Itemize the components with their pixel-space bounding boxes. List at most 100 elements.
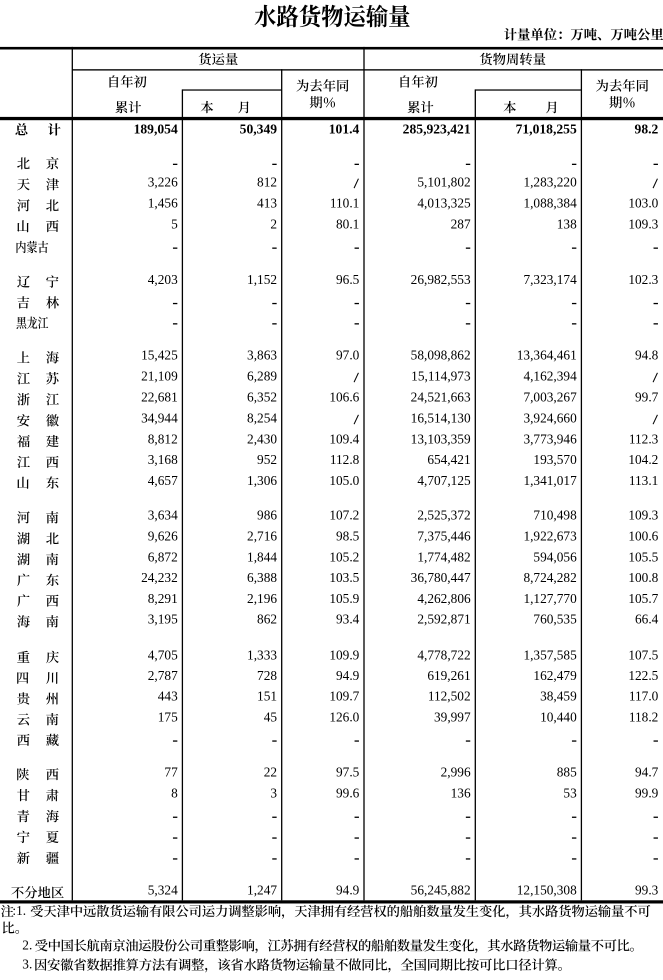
svg-text:104.2: 104.2 [628,452,658,467]
svg-text:3: 3 [270,785,277,800]
svg-text:5,324: 5,324 [148,883,178,898]
svg-text:8,812: 8,812 [148,431,178,446]
svg-text:77: 77 [164,764,178,779]
svg-text:107.2: 107.2 [329,508,359,523]
svg-text:34,944: 34,944 [141,411,178,426]
svg-text:6,352: 6,352 [247,389,277,404]
svg-text:13,364,461: 13,364,461 [517,348,577,363]
svg-text:26,982,553: 26,982,553 [411,272,471,287]
svg-text:4,657: 4,657 [148,473,178,488]
svg-text:1,247: 1,247 [247,883,277,898]
svg-text:2.: 2. [22,937,32,952]
svg-text:1,456: 1,456 [148,195,178,210]
svg-text:10,440: 10,440 [540,709,577,724]
svg-text:109.3: 109.3 [628,216,658,231]
svg-text:109.3: 109.3 [628,508,658,523]
svg-text:6,289: 6,289 [247,369,277,384]
svg-text:105.0: 105.0 [329,473,359,488]
svg-text:112.3: 112.3 [629,431,659,446]
svg-text:94.7: 94.7 [635,764,659,779]
svg-text:6,388: 6,388 [247,570,277,585]
svg-text:4,707,125: 4,707,125 [417,473,471,488]
svg-text:112.8: 112.8 [330,452,360,467]
svg-text:105.2: 105.2 [329,549,359,564]
svg-text:1,922,673: 1,922,673 [523,529,577,544]
svg-text:105.7: 105.7 [628,591,658,606]
svg-text:594,056: 594,056 [533,549,577,564]
svg-text:7,323,174: 7,323,174 [523,272,577,287]
svg-text:97.5: 97.5 [336,764,360,779]
svg-text:4,262,806: 4,262,806 [417,591,471,606]
svg-text:136: 136 [451,785,471,800]
svg-text:285,923,421: 285,923,421 [403,121,471,136]
svg-text:3,195: 3,195 [148,612,178,627]
svg-text:138: 138 [557,216,577,231]
svg-text:109.7: 109.7 [329,689,359,704]
svg-text:8,291: 8,291 [148,591,178,606]
svg-text:3,226: 3,226 [148,174,178,189]
svg-text:106.6: 106.6 [329,389,359,404]
svg-text:2,996: 2,996 [441,764,471,779]
svg-text:109.4: 109.4 [329,431,359,446]
svg-text:56,245,882: 56,245,882 [411,883,471,898]
svg-text:710,498: 710,498 [533,508,577,523]
svg-text:6,872: 6,872 [148,549,178,564]
svg-text:16,514,130: 16,514,130 [411,411,471,426]
svg-text:728: 728 [257,668,277,683]
svg-text:36,780,447: 36,780,447 [411,570,471,585]
svg-text:3,168: 3,168 [148,452,178,467]
svg-text:93.4: 93.4 [336,612,360,627]
svg-text:175: 175 [158,709,178,724]
svg-text:4,778,722: 4,778,722 [417,647,470,662]
svg-text:654,421: 654,421 [427,452,470,467]
svg-text:3,634: 3,634 [148,508,178,523]
svg-text:1,357,585: 1,357,585 [523,647,577,662]
svg-text:862: 862 [257,612,277,627]
svg-text:986: 986 [257,508,277,523]
svg-text:3,773,946: 3,773,946 [523,431,577,446]
svg-text:98.5: 98.5 [336,529,360,544]
svg-text:619,261: 619,261 [427,668,470,683]
svg-text:110.1: 110.1 [330,195,360,210]
svg-text:2,716: 2,716 [247,529,277,544]
svg-text:952: 952 [257,452,277,467]
svg-text:99.6: 99.6 [336,785,360,800]
svg-text:22,681: 22,681 [141,389,178,404]
svg-text:80.1: 80.1 [336,216,359,231]
svg-text:1,774,482: 1,774,482 [417,549,470,564]
svg-text:117.0: 117.0 [629,689,659,704]
svg-text:15,114,973: 15,114,973 [411,369,471,384]
svg-text:99.7: 99.7 [635,389,659,404]
svg-text:4,203: 4,203 [148,272,178,287]
svg-text:38,459: 38,459 [540,689,577,704]
svg-text:8: 8 [171,785,178,800]
svg-text:71,018,255: 71,018,255 [516,121,577,136]
svg-text:94.9: 94.9 [336,883,360,898]
svg-text:193,570: 193,570 [533,452,577,467]
svg-text:105.9: 105.9 [329,591,359,606]
svg-text:189,054: 189,054 [134,121,178,136]
svg-text:5: 5 [171,216,178,231]
svg-text:103.0: 103.0 [628,195,658,210]
svg-text:122.5: 122.5 [628,668,658,683]
svg-text:53: 53 [563,785,577,800]
svg-text:2,430: 2,430 [247,431,277,446]
svg-text:2,196: 2,196 [247,591,277,606]
svg-text:413: 413 [257,195,277,210]
svg-text:100.6: 100.6 [628,529,658,544]
svg-text:443: 443 [158,689,178,704]
svg-text:7,003,267: 7,003,267 [523,389,577,404]
svg-text:1,088,384: 1,088,384 [523,195,577,210]
svg-text:2,525,372: 2,525,372 [417,508,470,523]
svg-text:45: 45 [264,709,278,724]
svg-text:1,844: 1,844 [247,549,277,564]
svg-text:96.5: 96.5 [336,272,360,287]
svg-text:101.4: 101.4 [329,121,360,136]
svg-text:162,479: 162,479 [533,668,577,683]
svg-text:15,425: 15,425 [141,348,178,363]
svg-text:287: 287 [451,216,471,231]
svg-text:812: 812 [257,174,277,189]
svg-text:3.: 3. [22,957,32,972]
svg-text:9,626: 9,626 [148,529,178,544]
svg-text:3,924,660: 3,924,660 [523,411,577,426]
